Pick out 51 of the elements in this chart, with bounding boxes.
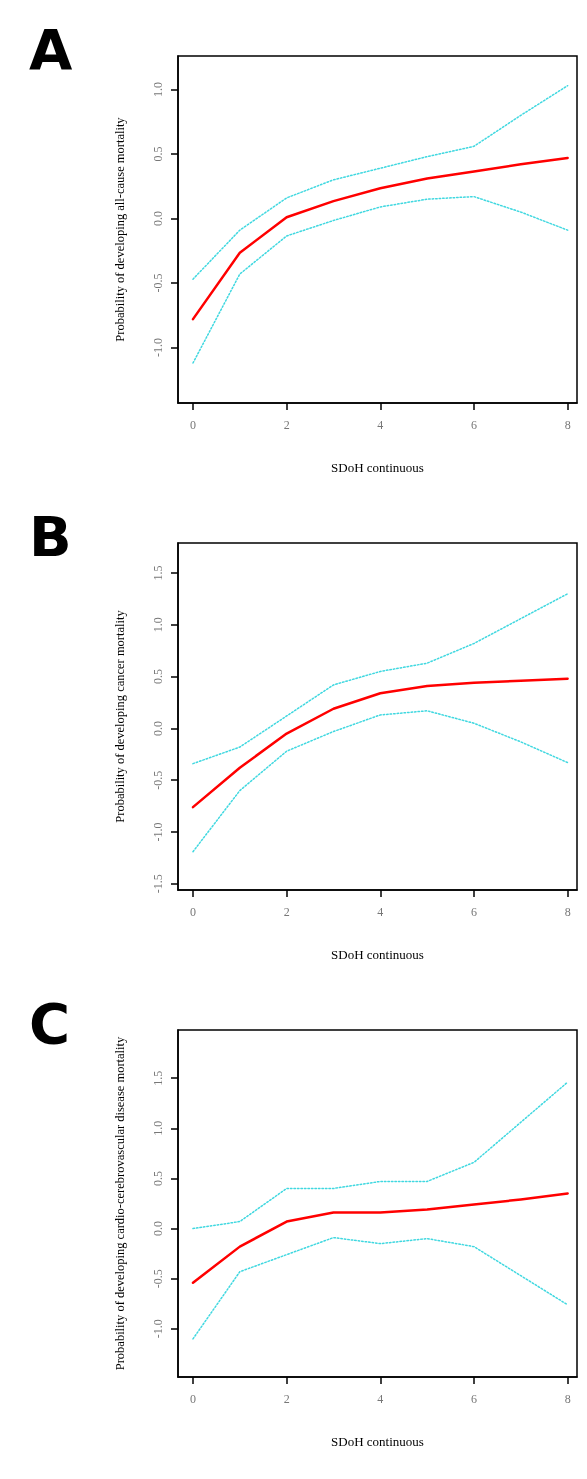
x-axis-title: SDoH continuous <box>331 460 424 475</box>
chart-title: C <box>29 990 71 1056</box>
line-series <box>192 593 569 765</box>
x-tick-label: 2 <box>283 1392 290 1406</box>
y-tick-label: 1.0 <box>151 82 165 98</box>
x-tick-label: 8 <box>564 905 571 919</box>
x-tick-label: 8 <box>564 418 571 432</box>
line-series <box>192 710 569 853</box>
line-series <box>191 677 569 809</box>
y-tick-label: 0.0 <box>151 1221 165 1237</box>
y-tick-label: 0.5 <box>151 669 165 685</box>
y-tick-label: -1.0 <box>151 1319 165 1339</box>
y-tick-label: -1.0 <box>151 338 165 358</box>
line-series <box>192 1081 569 1230</box>
y-tick-label: 0.0 <box>151 720 165 736</box>
x-axis-title: SDoH continuous <box>331 1434 424 1449</box>
y-tick-label: 0.5 <box>151 1170 165 1186</box>
line-series <box>192 1236 569 1340</box>
y-axis-title: Probability of developing cancer mortality <box>112 609 127 823</box>
x-tick-label: 6 <box>470 1392 477 1406</box>
x-tick-label: 4 <box>377 1392 384 1406</box>
y-tick-label: 1.5 <box>151 565 165 581</box>
line-series <box>192 195 569 364</box>
y-tick-label: -1.5 <box>151 874 165 894</box>
x-tick-label: 8 <box>564 1392 571 1406</box>
y-tick-label: 0.5 <box>151 146 165 162</box>
x-tick-label: 0 <box>189 418 196 432</box>
y-tick-label: 1.5 <box>151 1070 165 1086</box>
x-tick-label: 0 <box>189 905 196 919</box>
y-tick-label: 1.0 <box>151 617 165 633</box>
y-tick-label: -0.5 <box>151 273 165 293</box>
x-tick-label: 6 <box>470 418 477 432</box>
line-series <box>192 84 569 280</box>
x-tick-label: 4 <box>377 418 384 432</box>
y-tick-label: 1.0 <box>151 1120 165 1136</box>
y-axis-title: Probability of developing cardio-cerebrovascular disease mortality <box>112 1035 127 1371</box>
chart-title: B <box>29 503 72 569</box>
y-axis-title: Probability of developing all-cause mortality <box>112 116 127 342</box>
y-tick-label: -0.5 <box>151 770 165 790</box>
y-tick-label: -0.5 <box>151 1269 165 1289</box>
x-tick-label: 0 <box>189 1392 196 1406</box>
x-tick-label: 2 <box>283 418 290 432</box>
x-tick-label: 4 <box>377 905 384 919</box>
y-tick-label: 0.0 <box>151 211 165 227</box>
x-tick-label: 6 <box>470 905 477 919</box>
x-axis-title: SDoH continuous <box>331 947 424 962</box>
line-series <box>191 156 569 321</box>
x-tick-label: 2 <box>283 905 290 919</box>
line-series <box>191 1192 569 1284</box>
chart-title: A <box>29 16 73 82</box>
y-tick-label: -1.0 <box>151 822 165 842</box>
